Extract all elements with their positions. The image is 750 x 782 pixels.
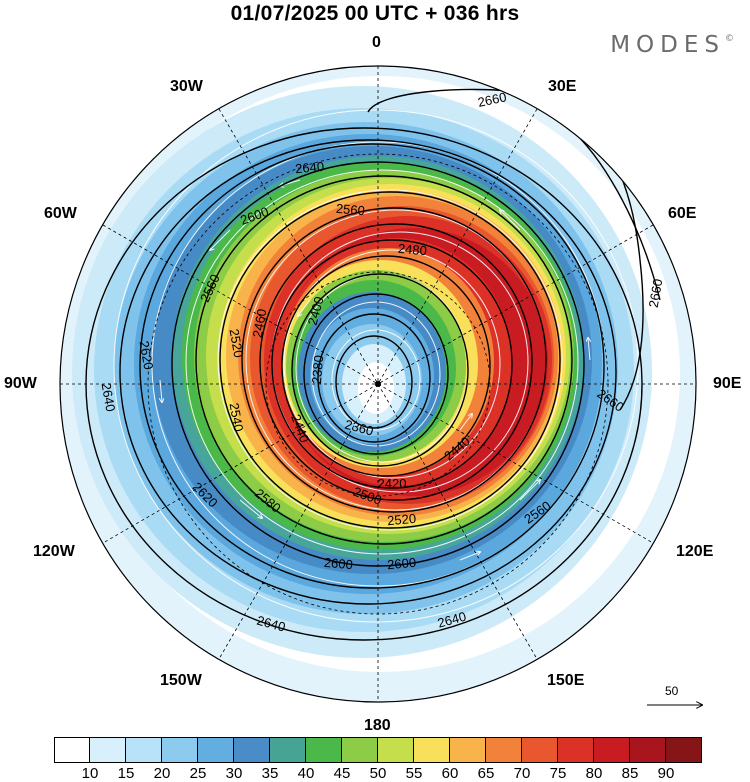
reference-vector-label: 50 (665, 684, 679, 698)
contour-label: 2640 (255, 613, 287, 635)
contour-label: 2360 (343, 417, 375, 439)
brand-logo: MODES© (610, 32, 734, 58)
colorbar-tick-label: 20 (153, 765, 171, 782)
colorbar-tick-label: 80 (585, 765, 603, 782)
colorbar-swatch (666, 737, 702, 763)
colorbar-tick-label: 60 (441, 765, 459, 782)
contour-label: 2560 (335, 201, 365, 218)
colorbar-tick-label: 35 (261, 765, 279, 782)
colorbar-swatch (414, 737, 450, 763)
lon-label-120e: 120E (676, 543, 714, 560)
map-boundary (59, 65, 697, 703)
colorbar-tick-label: 90 (657, 765, 675, 782)
colorbar-swatch (630, 737, 666, 763)
lon-label-180: 180 (364, 717, 391, 734)
colorbar-swatch (162, 737, 198, 763)
colorbar-swatch (342, 737, 378, 763)
contour-label: 2660 (646, 278, 666, 309)
colorbar-tick-label: 70 (513, 765, 531, 782)
contour-label: 2620 (137, 340, 157, 371)
colorbar-swatch (378, 737, 414, 763)
brand-mark: © (725, 34, 734, 44)
contour-label: 2540 (227, 402, 247, 433)
contour-label: 2660 (476, 89, 507, 110)
contour-label: 2400 (305, 295, 327, 327)
colorbar-swatch (126, 737, 162, 763)
lon-label-0: 0 (372, 34, 381, 51)
lon-label-150w: 150W (160, 672, 202, 689)
colorbar-swatch (486, 737, 522, 763)
contour-label: 2600 (387, 555, 417, 572)
contour-label: 2640 (99, 382, 119, 413)
contour-label: 2520 (387, 511, 417, 528)
colorbar-swatch (54, 737, 90, 763)
colorbar-frame (54, 737, 702, 763)
colorbar-swatch (522, 737, 558, 763)
lon-label-30e: 30E (548, 78, 577, 95)
wind-speed-shading (60, 66, 696, 702)
brand-name: MODES (610, 32, 725, 58)
lon-label-90w: 90W (4, 375, 37, 392)
colorbar-swatch (558, 737, 594, 763)
colorbar-tick-label: 75 (549, 765, 567, 782)
contour-label: 2460 (250, 308, 270, 339)
colorbar-tick-label: 30 (225, 765, 243, 782)
colorbar-swatch (198, 737, 234, 763)
colorbar-tick-label: 25 (189, 765, 207, 782)
colorbar-swatch (234, 737, 270, 763)
reference-vector: 50 (647, 684, 707, 714)
lon-label-60e: 60E (668, 205, 697, 222)
map-title: 01/07/2025 00 UTC + 036 hrs (230, 2, 520, 25)
colorbar-tick-label: 15 (117, 765, 135, 782)
colorbar-swatch (306, 737, 342, 763)
south-pole-marker (375, 381, 381, 387)
colorbar-tick-label: 85 (621, 765, 639, 782)
contour-label: 2480 (397, 241, 427, 258)
colorbar-swatch (450, 737, 486, 763)
reference-arrow (647, 684, 707, 714)
lon-label-30w: 30W (170, 78, 203, 95)
contour-label: 2520 (227, 328, 247, 359)
colorbar-tick-label: 40 (297, 765, 315, 782)
colorbar-tick-label: 10 (81, 765, 99, 782)
contour-label: 2640 (295, 159, 325, 176)
colorbar-tick-label: 45 (333, 765, 351, 782)
colorbar-swatch (270, 737, 306, 763)
colorbar-tick-label: 50 (369, 765, 387, 782)
lon-label-60w: 60W (44, 205, 77, 222)
contour-label: 2420 (378, 476, 407, 491)
colorbar-swatch (594, 737, 630, 763)
height-contours (85, 88, 661, 641)
colorbar-swatch (90, 737, 126, 763)
colorbar-tick-label: 65 (477, 765, 495, 782)
lon-label-120w: 120W (33, 543, 75, 560)
lon-label-90e: 90E (713, 375, 742, 392)
contour-label: 2640 (436, 609, 468, 631)
contour-label: 2600 (323, 555, 353, 572)
contour-label: 2380 (309, 355, 326, 385)
lon-label-150e: 150E (547, 672, 585, 689)
colorbar-tick-label: 55 (405, 765, 423, 782)
